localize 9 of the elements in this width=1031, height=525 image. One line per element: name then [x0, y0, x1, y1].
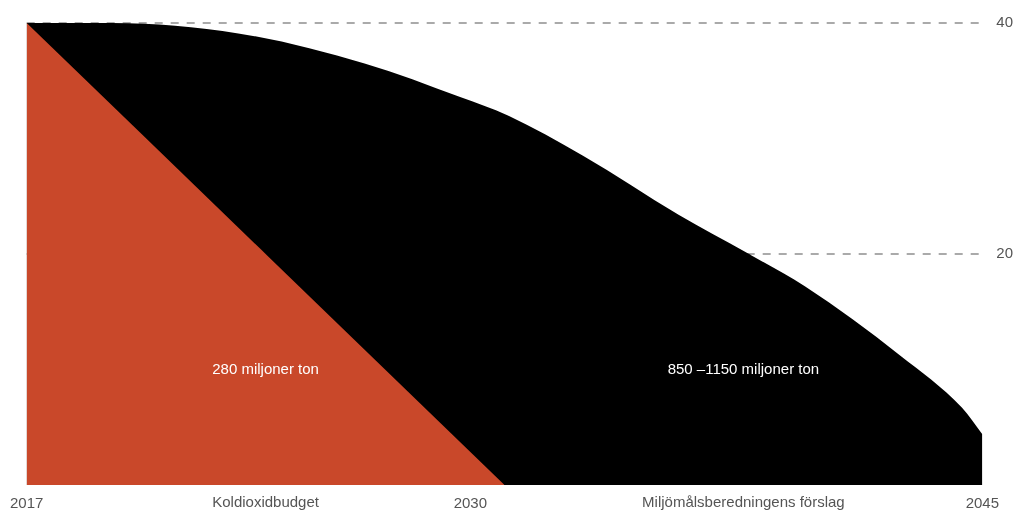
annotation: 850 –1150 miljoner ton	[667, 359, 820, 377]
x-tick-label: 2030	[453, 494, 488, 512]
x-tick-label: 2045	[965, 494, 999, 512]
y-tick-label: 20	[996, 244, 1013, 262]
y-tick-label: 40	[996, 13, 1013, 31]
annotation: 280 miljoner ton	[212, 359, 319, 377]
series-label: Miljömålsberedningens förslag	[642, 493, 845, 511]
series-label: Koldioxidbudget	[212, 493, 320, 511]
x-tick-label: 2017	[10, 494, 44, 512]
